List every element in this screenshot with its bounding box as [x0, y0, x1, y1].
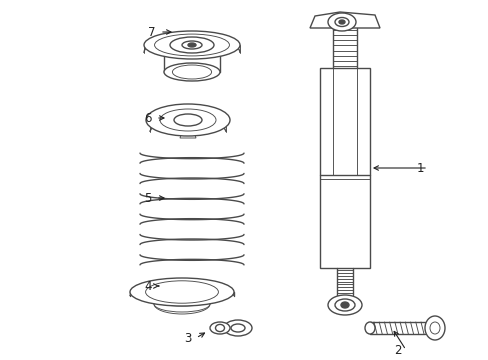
Polygon shape	[180, 132, 196, 138]
Ellipse shape	[327, 13, 355, 31]
Polygon shape	[309, 12, 379, 28]
Ellipse shape	[429, 322, 439, 334]
Ellipse shape	[170, 37, 214, 53]
Ellipse shape	[130, 278, 234, 306]
Text: 6: 6	[144, 112, 151, 125]
Ellipse shape	[163, 63, 220, 81]
Ellipse shape	[145, 281, 218, 303]
Ellipse shape	[334, 18, 348, 27]
Ellipse shape	[334, 299, 354, 311]
Ellipse shape	[172, 65, 211, 79]
Ellipse shape	[338, 20, 345, 24]
Ellipse shape	[143, 31, 240, 59]
Text: 3: 3	[184, 332, 191, 345]
Text: 7: 7	[148, 26, 156, 39]
Ellipse shape	[215, 324, 224, 332]
Text: 5: 5	[144, 192, 151, 204]
Ellipse shape	[224, 320, 251, 336]
Ellipse shape	[327, 295, 361, 315]
Ellipse shape	[182, 41, 202, 49]
Polygon shape	[319, 68, 369, 268]
Ellipse shape	[187, 43, 196, 47]
Text: 1: 1	[415, 162, 423, 175]
Ellipse shape	[424, 316, 444, 340]
Ellipse shape	[146, 104, 229, 136]
Ellipse shape	[160, 109, 216, 131]
Ellipse shape	[340, 302, 348, 308]
Text: 4: 4	[144, 279, 151, 292]
Ellipse shape	[174, 114, 202, 126]
Ellipse shape	[230, 324, 244, 332]
Text: 2: 2	[393, 343, 401, 356]
Ellipse shape	[209, 322, 229, 334]
Ellipse shape	[154, 34, 229, 56]
Ellipse shape	[364, 322, 374, 334]
